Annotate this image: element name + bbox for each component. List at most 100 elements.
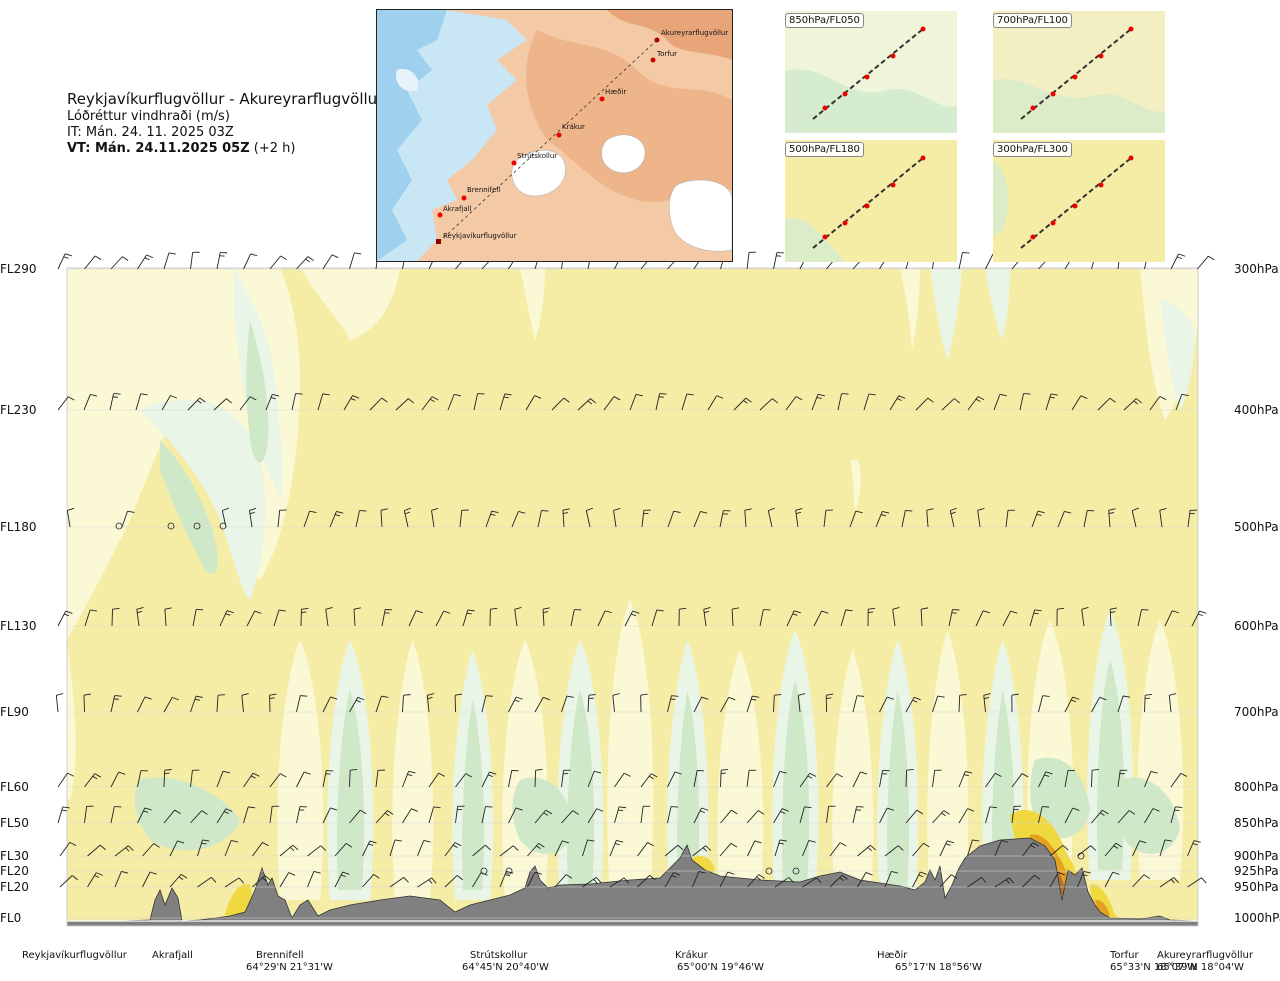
wind-barb [1005, 509, 1016, 528]
wind-barb [640, 805, 651, 824]
wind-barb [746, 251, 757, 270]
descent-area [930, 268, 962, 360]
descent-core [246, 320, 269, 463]
wind-barb [1022, 842, 1040, 857]
wind-barb [692, 870, 706, 888]
waypoint-coordinates: 65°39'N 18°04'W [1157, 962, 1244, 973]
wind-barb [826, 773, 843, 788]
wind-barb [111, 607, 120, 627]
wind-barb [355, 510, 367, 528]
waypoint-name: Krákur [675, 950, 708, 961]
wind-barb [508, 696, 523, 713]
wind-barb [1117, 810, 1136, 824]
wind-barb [322, 254, 339, 270]
wind-barb [744, 508, 752, 528]
wind-barb [239, 396, 257, 411]
pressure-level-label: 800hPa [1234, 780, 1279, 794]
wind-barb [640, 693, 648, 713]
wind-barb [614, 806, 627, 824]
descent-core [1030, 757, 1090, 839]
pressure-level-label: 950hPa [1234, 880, 1279, 894]
wind-barb [1091, 696, 1107, 713]
pressure-level-label: 700hPa [1234, 705, 1279, 719]
wind-barb [813, 610, 829, 627]
chart-title-block: Reykjavíkurflugvöllur - Akureyrarflugvöl… [67, 90, 383, 157]
wind-barb [403, 507, 412, 528]
wind-barb [759, 398, 779, 411]
wind-barb [473, 393, 485, 411]
wind-barb [958, 694, 967, 713]
wind-barb [307, 871, 321, 888]
ascent-area [225, 884, 252, 918]
descent-area [1160, 300, 1195, 410]
waypoint-label: Akureyrarflugvöllur 65°39'N 18°04'W [1157, 950, 1253, 974]
waypoint-coordinates: 65°33'N 18°07'W [1110, 962, 1197, 973]
wind-barb [993, 393, 1007, 411]
wind-barb [273, 609, 286, 627]
wind-barb [857, 872, 873, 888]
wind-barb [269, 805, 280, 824]
wind-barb [329, 511, 344, 528]
wind-barb [613, 507, 621, 528]
wind-barb [774, 877, 794, 888]
waypoint-label: Hæðir 65°17'N 18°56'W [877, 950, 982, 974]
wind-barb [1187, 509, 1198, 528]
wind-barb [1038, 806, 1050, 824]
wind-barb [1170, 772, 1188, 788]
wind-barb [837, 393, 849, 411]
wind-barb [527, 871, 542, 888]
wind-barb [66, 507, 75, 528]
route-map-place-label: Akrafjall [443, 205, 472, 213]
weak-ascent-area [607, 600, 654, 900]
wind-barb [785, 396, 803, 411]
flight-level-label: FL290 [0, 262, 37, 276]
calm-wind-circle [792, 867, 800, 875]
mini-map-700-drawing [993, 11, 1165, 133]
wind-barb [1170, 253, 1186, 270]
wind-barb [609, 839, 624, 857]
wind-barb [57, 610, 73, 627]
wind-barb [799, 772, 817, 788]
descent-core [462, 700, 485, 890]
wind-barb [932, 810, 950, 824]
wind-barb [719, 510, 731, 528]
wind-barb [707, 395, 724, 411]
descent-core [992, 690, 1015, 870]
weak-ascent-area [67, 268, 250, 640]
wind-barb [169, 840, 185, 857]
wind-barb [958, 808, 975, 824]
wind-barb [597, 610, 612, 627]
wind-barb [489, 607, 498, 627]
wind-barb [508, 807, 523, 824]
wind-barb [375, 810, 394, 824]
wind-barb [428, 806, 441, 824]
wind-barb [1029, 609, 1042, 627]
mini-map-500: 500hPa/FL180 [785, 140, 957, 262]
waypoint-label: Torfur 65°33'N 18°07'W [1110, 950, 1197, 974]
wind-barb [322, 807, 338, 824]
wind-barb [462, 609, 475, 627]
wind-barb [912, 842, 930, 857]
wind-barb [481, 806, 493, 824]
wind-barb [110, 771, 126, 788]
wind-barb [499, 393, 512, 411]
wind-barb [402, 770, 416, 788]
waypoint-name: Akrafjall [152, 950, 193, 961]
wind-barb [1159, 839, 1172, 857]
wind-barb [561, 769, 571, 788]
wind-barb [637, 874, 656, 888]
route-map-place-label: Brennifell [467, 186, 501, 194]
wind-barb [57, 253, 72, 270]
wind-barb [375, 695, 389, 713]
wind-barb [802, 840, 816, 857]
wind-barb [561, 695, 574, 713]
flight-level-label: FL20 [0, 880, 29, 894]
pressure-level-label: 925hPa [1234, 864, 1279, 878]
wind-barb [551, 397, 570, 411]
mini-map-850: 850hPa/FL050 [785, 11, 957, 133]
wind-barb [1117, 769, 1128, 788]
wind-barb [296, 771, 311, 788]
pressure-level-label: 1000hPa [1234, 911, 1280, 925]
wind-barb [949, 507, 957, 528]
wind-barb [1159, 508, 1167, 528]
